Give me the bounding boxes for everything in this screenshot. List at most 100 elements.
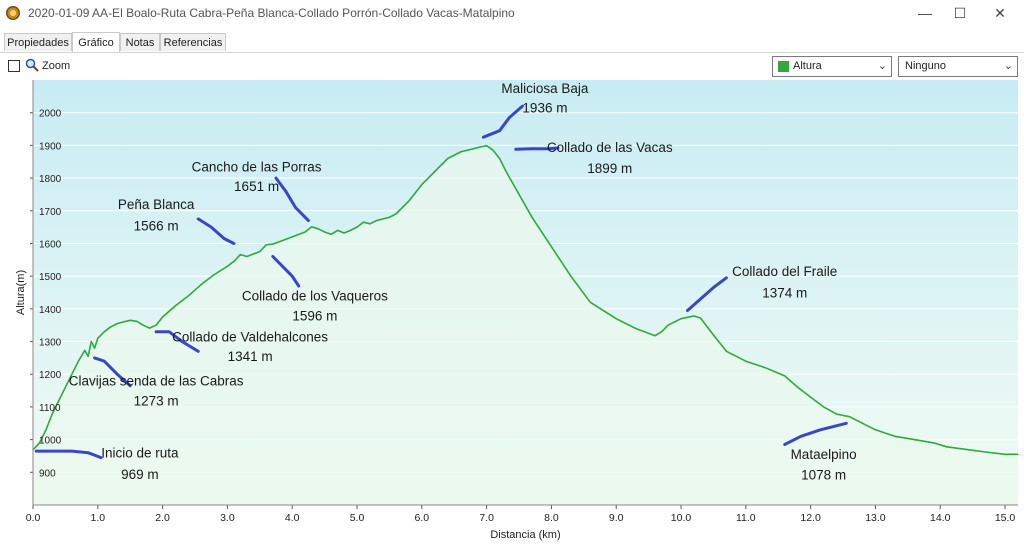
elevation-point — [142, 324, 144, 326]
annotation-name: Collado de los Vaqueros — [242, 289, 388, 304]
elevation-point — [123, 321, 125, 323]
x-tick-label: 10.0 — [671, 512, 692, 524]
annotation-pointer — [514, 146, 560, 151]
elevation-point — [492, 149, 494, 151]
elevation-point — [93, 347, 96, 349]
elevation-point — [913, 439, 915, 441]
secondary-select-value: Ninguno — [905, 60, 946, 72]
series-color-swatch — [778, 61, 789, 72]
annotation-name: Maliciosa Baja — [501, 81, 589, 96]
elevation-point — [654, 335, 656, 337]
tab-propiedades[interactable]: Propiedades — [4, 33, 72, 51]
elevation-point — [447, 157, 449, 160]
close-button[interactable]: ✕ — [994, 4, 1006, 21]
elevation-point — [278, 241, 280, 243]
elevation-point — [421, 184, 423, 186]
annotation-pointer — [34, 449, 103, 460]
elevation-point — [460, 151, 462, 153]
annotation-name: Collado del Fraile — [732, 264, 837, 279]
tab-notas[interactable]: Notas — [120, 33, 160, 51]
elevation-point — [343, 232, 345, 234]
elevation-point — [673, 321, 676, 323]
minimize-button[interactable]: — — [918, 5, 932, 21]
annotation-value: 1596 m — [292, 308, 337, 323]
x-tick-label: 11.0 — [736, 512, 756, 524]
y-axis-label: Altura(m) — [15, 270, 27, 315]
tab-referencias[interactable]: Referencias — [160, 33, 226, 51]
elevation-point — [408, 200, 410, 202]
annotation-value: 1651 m — [234, 179, 279, 194]
maximize-button[interactable]: ☐ — [953, 4, 967, 21]
elevation-point — [388, 216, 391, 218]
y-tick-label: 2000 — [39, 109, 62, 120]
elevation-point — [894, 435, 896, 437]
elevation-point — [187, 295, 190, 297]
annotation-value: 1566 m — [134, 218, 179, 233]
elevation-point — [103, 331, 105, 333]
annotation-name: Peña Blanca — [118, 197, 195, 212]
x-tick-label: 3.0 — [220, 512, 235, 524]
elevation-point — [725, 350, 727, 352]
annotations: Maliciosa Baja 1936 m Collado de las Vacas… — [34, 81, 857, 483]
series-select[interactable]: Altura ⌄ — [772, 56, 892, 77]
elevation-point — [356, 226, 358, 228]
app-logo-icon — [6, 6, 20, 20]
elevation-point — [174, 304, 177, 307]
annotation-pointer — [274, 176, 310, 223]
elevation-point — [693, 315, 695, 317]
zoom-checkbox[interactable] — [8, 60, 20, 72]
elevation-point — [100, 334, 102, 336]
elevation-point — [570, 275, 572, 277]
elevation-point — [473, 148, 475, 150]
tab-grafico[interactable]: Gráfico — [72, 32, 120, 52]
y-tick-label: 1100 — [39, 403, 61, 414]
elevation-point — [58, 399, 60, 401]
x-tick-label: 4.0 — [285, 512, 300, 524]
elevation-point — [1017, 453, 1019, 455]
y-tick-label: 1800 — [39, 174, 62, 185]
elevation-point — [434, 170, 436, 173]
elevation-point — [712, 334, 715, 336]
y-tick-label: 1500 — [39, 272, 62, 283]
elevation-point — [149, 327, 151, 329]
window-titlebar: 2020-01-09 AA-El Boalo-Ruta Cabra-Peña B… — [0, 0, 1024, 28]
elevation-fill — [33, 145, 1018, 505]
chevron-down-icon: ⌄ — [877, 60, 887, 72]
elevation-point — [51, 412, 54, 415]
elevation-point — [797, 386, 799, 388]
annotation-value: 1936 m — [522, 101, 567, 116]
elevation-point — [784, 375, 786, 377]
annotation-value: 1341 m — [228, 349, 273, 364]
annotation-name: Collado de las Vacas — [547, 140, 673, 155]
annotation-pointer — [271, 255, 301, 288]
elevation-point — [259, 251, 261, 253]
elevation-point — [848, 416, 851, 418]
elevation-point — [233, 260, 235, 263]
elevation-point — [667, 324, 669, 326]
y-tick-label: 1600 — [39, 239, 62, 250]
annotation-pointer — [686, 276, 728, 312]
series-select-value: Altura — [793, 60, 822, 72]
elevation-point — [362, 221, 365, 223]
annotation-name: Collado de Valdehalcones — [172, 330, 328, 345]
elevation-point — [162, 316, 164, 318]
annotation-value: 969 m — [121, 467, 159, 482]
elevation-point — [324, 231, 326, 233]
annotation-pointer — [481, 104, 524, 139]
secondary-select[interactable]: Ninguno ⌄ — [898, 56, 1018, 77]
magnifier-icon[interactable] — [25, 58, 39, 72]
elevation-point — [498, 157, 501, 160]
elevation-point — [589, 301, 591, 303]
annotation-pointer — [93, 356, 132, 388]
annotation-value: 1374 m — [762, 285, 807, 300]
x-tick-label: 1.0 — [90, 512, 105, 524]
y-tick-label: 1300 — [39, 338, 62, 349]
elevation-point — [699, 317, 702, 319]
x-tick-label: 9.0 — [609, 512, 624, 524]
elevation-point — [317, 228, 319, 230]
elevation-point — [861, 422, 864, 424]
elevation-point — [155, 324, 157, 326]
elevation-point — [479, 146, 481, 148]
y-tick-label: 1200 — [39, 370, 62, 381]
